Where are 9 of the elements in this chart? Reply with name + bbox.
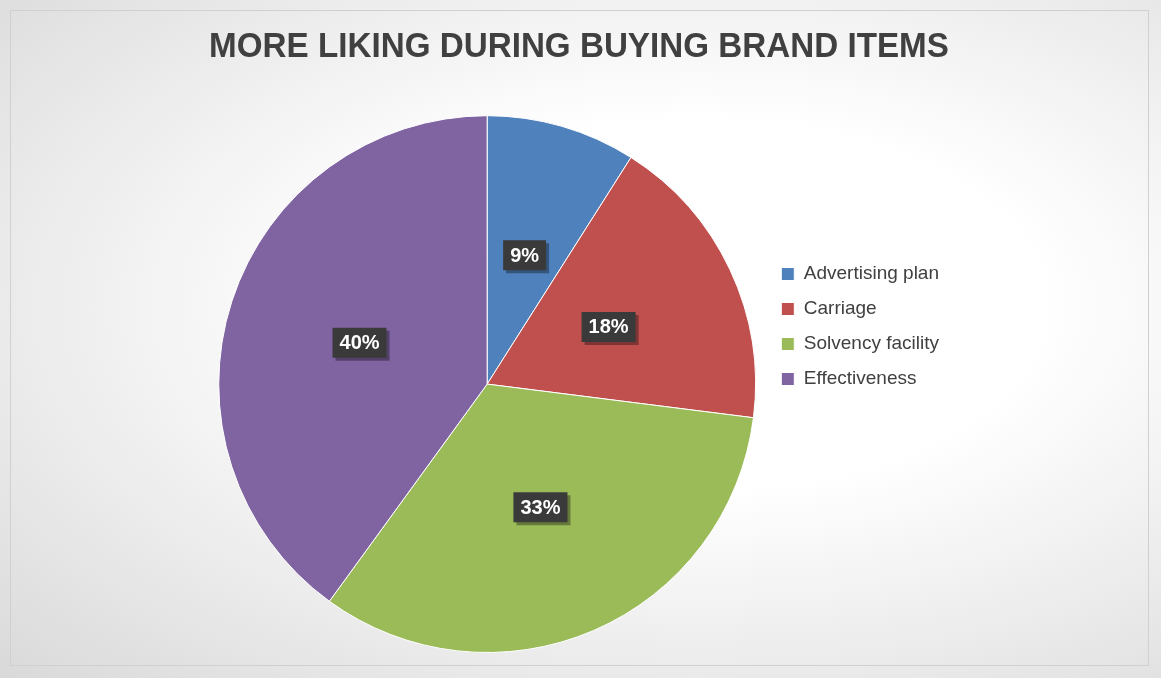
- data-label: 33%: [520, 495, 561, 518]
- legend-label: Carriage: [803, 297, 877, 319]
- legend-label: Effectiveness: [803, 367, 917, 389]
- chart-title: MORE LIKING DURING BUYING BRAND ITEMS: [209, 24, 949, 64]
- legend-label: Solvency facility: [803, 332, 940, 354]
- data-label: 9%: [510, 243, 540, 266]
- data-label: 18%: [588, 315, 629, 338]
- data-label: 40%: [339, 331, 380, 354]
- legend-label: Advertising plan: [803, 262, 940, 284]
